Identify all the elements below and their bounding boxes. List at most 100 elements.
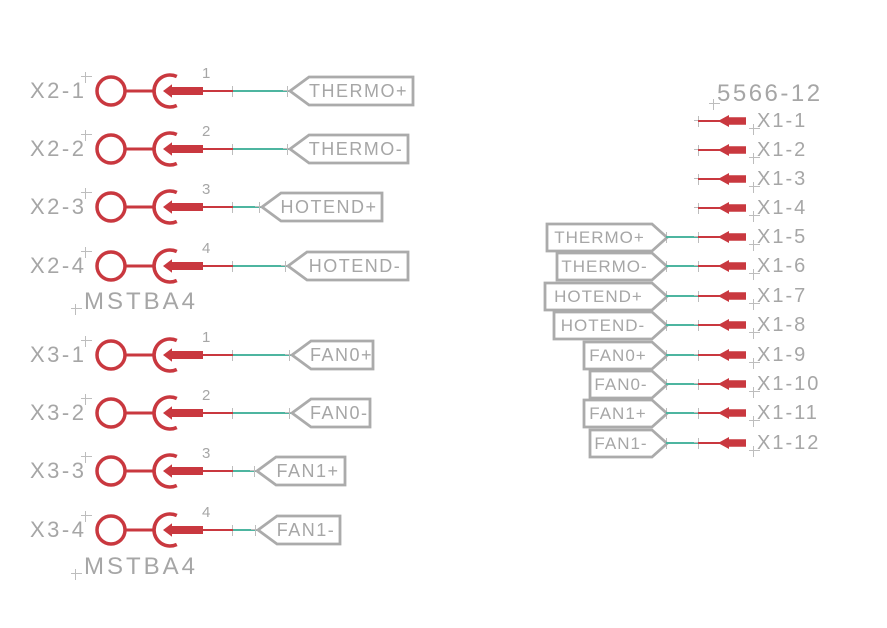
pin-symbol[interactable]	[90, 247, 204, 285]
pin-name-label[interactable]: X1-11	[757, 402, 819, 424]
origin-cross-icon	[70, 303, 82, 315]
pin-name-label[interactable]: X1-5	[757, 226, 808, 248]
pin-name-label[interactable]: X3-2	[30, 400, 87, 425]
pin-lead-wire[interactable]	[698, 441, 720, 445]
pin-symbol[interactable]	[716, 229, 748, 245]
pin-symbol[interactable]	[716, 347, 748, 363]
pin-name-label[interactable]: X1-12	[757, 432, 821, 454]
pin-lead-wire[interactable]	[203, 205, 233, 209]
net-wire[interactable]	[666, 235, 699, 239]
pin-lead-wire[interactable]	[203, 147, 233, 151]
net-label-flag[interactable]	[289, 339, 376, 371]
pin-symbol[interactable]	[716, 171, 748, 187]
pin-lead-wire[interactable]	[698, 323, 720, 327]
net-wire[interactable]	[233, 89, 290, 93]
net-wire[interactable]	[666, 411, 699, 415]
net-label-flag[interactable]	[287, 133, 411, 165]
net-wire[interactable]	[233, 528, 258, 532]
net-label-flag[interactable]	[545, 222, 670, 253]
net-label-flag[interactable]	[543, 281, 670, 312]
pin-lead-wire[interactable]	[698, 148, 720, 152]
pin-symbol[interactable]	[716, 113, 748, 129]
pin-lead-wire[interactable]	[698, 294, 720, 298]
pin-name-label[interactable]: X3-3	[30, 458, 87, 483]
pin-symbol[interactable]	[90, 130, 204, 168]
net-wire[interactable]	[666, 441, 699, 445]
pin-lead-wire[interactable]	[698, 382, 720, 386]
net-label-flag[interactable]	[582, 340, 670, 371]
origin-cross-icon	[80, 335, 92, 347]
pin-name-label[interactable]: X3-1	[30, 342, 87, 367]
part-name-label[interactable]: MSTBA4	[84, 553, 199, 580]
pin-name-label[interactable]: X2-1	[30, 78, 87, 103]
net-label-flag[interactable]	[588, 428, 670, 459]
pin-symbol[interactable]	[716, 288, 748, 304]
pin-lead-wire[interactable]	[203, 264, 233, 268]
pin-symbol[interactable]	[716, 317, 748, 333]
pin-lead-wire[interactable]	[698, 119, 720, 123]
net-label-flag[interactable]	[259, 191, 385, 223]
pin-name-label[interactable]: X2-2	[30, 136, 87, 161]
net-label-flag[interactable]	[555, 251, 670, 282]
pin-name-label[interactable]: X2-4	[30, 253, 87, 278]
pin-name-label[interactable]: X1-7	[757, 285, 808, 307]
net-label-flag[interactable]	[255, 514, 343, 546]
pin-name-label[interactable]: X1-4	[757, 197, 808, 219]
pin-name-label[interactable]: X1-3	[757, 168, 808, 190]
net-wire[interactable]	[666, 323, 699, 327]
net-flag-outline	[255, 514, 342, 546]
part-name-label[interactable]: 5566-12	[717, 80, 823, 107]
origin-cross-icon	[748, 181, 760, 193]
pin-lead-wire[interactable]	[698, 177, 720, 181]
net-wire[interactable]	[233, 147, 290, 151]
net-wire[interactable]	[233, 469, 257, 473]
pin-lead-wire[interactable]	[203, 411, 233, 415]
pin-symbol[interactable]	[716, 376, 748, 392]
pin-lead-wire[interactable]	[698, 411, 720, 415]
net-wire[interactable]	[233, 264, 288, 268]
net-wire[interactable]	[666, 294, 699, 298]
pin-name-label[interactable]: X1-8	[757, 314, 808, 336]
pin-lead-wire[interactable]	[698, 264, 720, 268]
pin-name-label[interactable]: X2-3	[30, 194, 87, 219]
part-name-label[interactable]: MSTBA4	[84, 288, 199, 315]
net-label-flag[interactable]	[254, 455, 348, 487]
pin-lead-wire[interactable]	[203, 469, 233, 473]
net-label-flag[interactable]	[552, 310, 670, 341]
net-wire[interactable]	[233, 353, 292, 357]
pin-lead-wire[interactable]	[698, 353, 720, 357]
pin-lead-wire[interactable]	[203, 353, 233, 357]
pin-number: 4	[202, 504, 212, 521]
pin-lead-wire[interactable]	[203, 89, 233, 93]
net-wire[interactable]	[233, 205, 262, 209]
net-label-flag[interactable]	[285, 250, 411, 282]
net-wire[interactable]	[666, 382, 699, 386]
pin-symbol[interactable]	[90, 336, 204, 374]
pin-symbol[interactable]	[90, 452, 204, 490]
pin-symbol[interactable]	[716, 200, 748, 216]
pin-symbol[interactable]	[90, 72, 204, 110]
net-label-flag[interactable]	[289, 397, 373, 429]
pin-lead-wire[interactable]	[698, 235, 720, 239]
net-wire[interactable]	[233, 411, 292, 415]
pin-symbol[interactable]	[716, 258, 748, 274]
pin-name-label[interactable]: X1-9	[757, 344, 808, 366]
pin-lead-wire[interactable]	[698, 206, 720, 210]
pin-symbol[interactable]	[90, 511, 204, 549]
pin-name-label[interactable]: X3-4	[30, 517, 87, 542]
net-wire[interactable]	[666, 353, 699, 357]
pin-name-label[interactable]: X1-2	[757, 139, 808, 161]
pin-symbol[interactable]	[90, 394, 204, 432]
pin-name-label[interactable]: X1-10	[757, 373, 821, 395]
pin-symbol[interactable]	[716, 405, 748, 421]
net-wire[interactable]	[666, 264, 699, 268]
pin-symbol[interactable]	[90, 188, 204, 226]
net-label-flag[interactable]	[582, 398, 670, 429]
pin-symbol[interactable]	[716, 435, 748, 451]
net-label-flag[interactable]	[287, 75, 416, 107]
pin-name-label[interactable]: X1-1	[757, 110, 808, 132]
net-label-flag[interactable]	[588, 369, 670, 400]
pin-lead-wire[interactable]	[203, 528, 233, 532]
pin-symbol[interactable]	[716, 142, 748, 158]
pin-name-label[interactable]: X1-6	[757, 255, 808, 277]
